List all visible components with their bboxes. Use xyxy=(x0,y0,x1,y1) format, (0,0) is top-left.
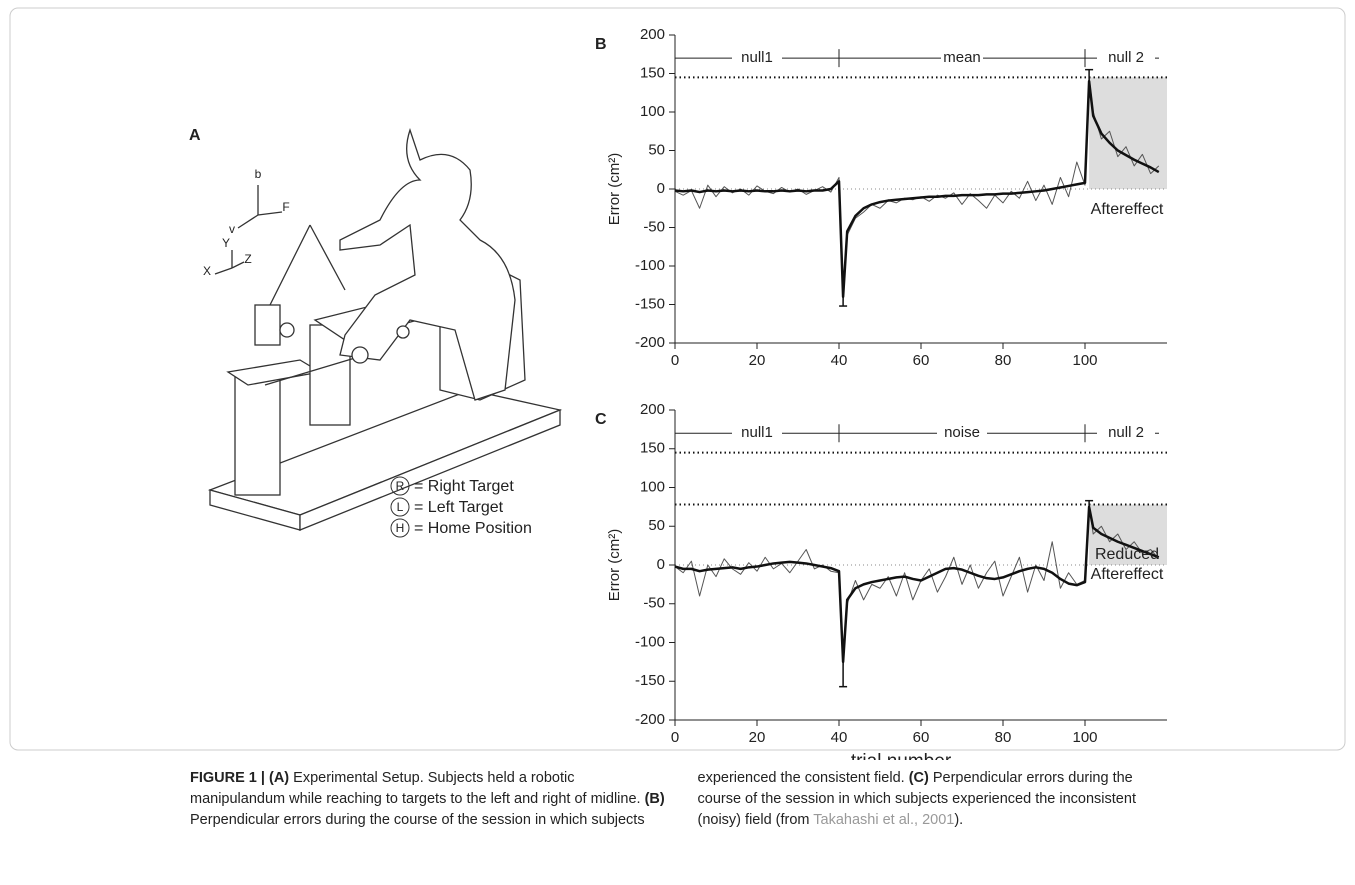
y-tick-label: -150 xyxy=(635,295,665,312)
segment-label: mean xyxy=(943,49,981,66)
axis-letter: F xyxy=(282,200,289,214)
legend-symbol: L xyxy=(397,500,404,514)
axis-letter: v xyxy=(229,222,235,236)
y-tick-label: 0 xyxy=(657,556,665,573)
caption-run: FIGURE 1 | (A) xyxy=(190,770,290,786)
y-tick-label: 150 xyxy=(640,64,665,81)
y-tick-label: -50 xyxy=(643,595,665,612)
figure-border xyxy=(9,7,1346,751)
x-axis-label: trial number xyxy=(851,751,952,760)
x-tick-label: 40 xyxy=(831,729,848,746)
x-tick-label: 60 xyxy=(913,352,930,369)
panel-letter: C xyxy=(595,411,607,428)
y-axis-label: Error (cm²) xyxy=(606,529,623,601)
x-tick-label: 20 xyxy=(749,729,766,746)
x-tick-label: 100 xyxy=(1072,729,1097,746)
y-tick-label: 0 xyxy=(657,180,665,197)
y-tick-label: -100 xyxy=(635,633,665,650)
caption-run: (B) xyxy=(644,791,665,807)
y-tick-label: -100 xyxy=(635,257,665,274)
segment-label-bg xyxy=(1097,424,1155,443)
segment-label-bg xyxy=(732,424,782,443)
legend-circle xyxy=(390,497,410,517)
x-tick-label: 0 xyxy=(671,352,679,369)
segment-label-bg xyxy=(941,49,983,68)
y-tick-label: 200 xyxy=(640,26,665,43)
caption-run: ). xyxy=(954,812,964,828)
segment-label-bg xyxy=(1097,49,1155,68)
x-tick-label: 0 xyxy=(671,729,679,746)
caption-run: Perpendicular errors during the course o… xyxy=(697,770,1136,828)
segment-label: null1 xyxy=(741,424,773,441)
legend-symbol: R xyxy=(396,479,405,493)
axis-letter: X xyxy=(203,264,211,278)
caption-run[interactable]: Takahashi et al., 2001 xyxy=(813,812,955,828)
caption: FIGURE 1 | (A) Experimental Setup. Subje… xyxy=(190,768,1175,831)
x-tick-label: 80 xyxy=(995,352,1012,369)
x-tick-label: 40 xyxy=(831,352,848,369)
y-tick-label: 100 xyxy=(640,478,665,495)
legend-symbol: H xyxy=(396,521,405,535)
apparatus-drawing xyxy=(207,127,563,531)
figure: A b v F XYZ R = Right Target L = Left Target H = … xyxy=(9,7,1346,760)
x-tick-label: 20 xyxy=(749,352,766,369)
segment-label-bg xyxy=(937,424,987,443)
series-line xyxy=(674,505,1160,664)
x-tick-label: 100 xyxy=(1072,352,1097,369)
caption-run: (C) xyxy=(908,770,929,786)
annotation: Aftereffect xyxy=(1091,566,1164,583)
series-line xyxy=(674,504,1160,667)
segment-label-bg xyxy=(732,49,782,68)
segment-label: null 2 xyxy=(1108,49,1144,66)
y-axis-label: Error (cm²) xyxy=(606,153,623,225)
y-tick-label: 150 xyxy=(640,440,665,457)
legend-label: = Home Position xyxy=(414,520,532,537)
panel-letter: A xyxy=(189,127,201,144)
y-tick-label: 200 xyxy=(640,401,665,418)
x-tick-label: 60 xyxy=(913,729,930,746)
legend-circle xyxy=(390,476,410,496)
axis-letter: b xyxy=(255,167,262,181)
caption-run: Perpendicular errors during the course o… xyxy=(190,770,909,828)
series-line xyxy=(674,79,1160,299)
legend-label: = Right Target xyxy=(414,478,514,495)
panel-letter: B xyxy=(595,36,607,53)
axis-letter: Y xyxy=(222,236,230,250)
segment-label: null1 xyxy=(741,49,773,66)
y-tick-label: 100 xyxy=(640,103,665,120)
y-tick-label: 50 xyxy=(648,141,665,158)
caption-run: Experimental Setup. Subjects held a robo… xyxy=(190,770,645,807)
legend-circle xyxy=(390,518,410,538)
y-tick-label: -200 xyxy=(635,711,665,728)
y-tick-label: 50 xyxy=(648,517,665,534)
segment-label: noise xyxy=(944,424,980,441)
y-tick-label: -150 xyxy=(635,672,665,689)
x-tick-label: 80 xyxy=(995,729,1012,746)
segment-label: null 2 xyxy=(1108,424,1144,441)
y-tick-label: -50 xyxy=(643,218,665,235)
annotation: Reduced xyxy=(1095,546,1159,563)
y-tick-label: -200 xyxy=(635,334,665,351)
axis-letter: Z xyxy=(244,252,251,266)
annotation: Aftereffect xyxy=(1091,201,1164,218)
legend-label: = Left Target xyxy=(414,499,504,516)
